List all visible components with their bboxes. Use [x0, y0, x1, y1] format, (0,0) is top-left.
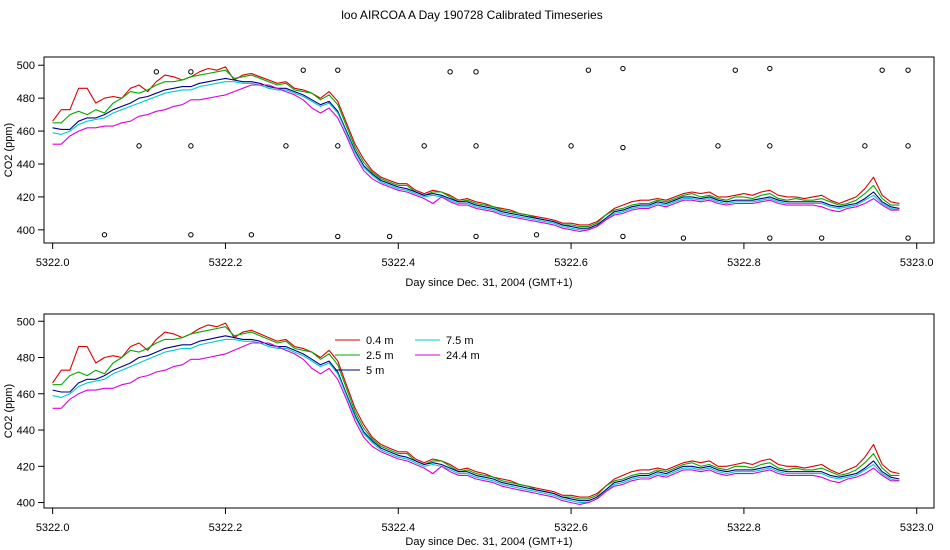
x-tick-label-5322-8: 5322.8 — [727, 257, 761, 269]
x-tick-label-5322-4: 5322.4 — [381, 522, 415, 534]
series-line-2-5m — [52, 326, 900, 500]
y-axis-label-bottom: CO2 (ppm) — [3, 384, 15, 438]
x-tick-label-5322-6: 5322.6 — [554, 522, 588, 534]
x-tick-label-5323-0: 5323.0 — [900, 522, 934, 534]
sample-markers-top — [101, 65, 911, 241]
y-tick-label-480: 480 — [17, 353, 35, 365]
series-line-24-4m — [52, 342, 900, 505]
x-tick-label-5322-0: 5322.0 — [36, 257, 70, 269]
x-tick-label-5322-4: 5322.4 — [381, 257, 415, 269]
x-axis-label-top: Day since Dec. 31, 2004 (GMT+1) — [405, 277, 572, 289]
x-tick-label-5322-2: 5322.2 — [209, 257, 243, 269]
y-tick-label-460: 460 — [17, 126, 35, 138]
sample-marker — [620, 144, 626, 151]
legend-label-24-4m: 24.4 m — [446, 350, 480, 362]
y-tick-label-440: 440 — [17, 425, 35, 437]
y-tick-label-500: 500 — [17, 316, 35, 328]
figure-title: loo AIRCOA A Day 190728 Calibrated Times… — [341, 8, 602, 22]
series-line-0-4m — [52, 322, 900, 498]
sample-marker — [620, 233, 626, 240]
ticks-bottom: 5322.0 5322.2 5322.4 5322.6 5322.8 5323.0 400 4… — [17, 316, 934, 534]
sample-marker — [248, 232, 255, 238]
sample-marker — [680, 235, 687, 241]
y-tick-label-500: 500 — [17, 60, 35, 72]
series-top — [52, 66, 900, 233]
sample-marker — [473, 69, 479, 75]
legend-label-5m: 5 m — [366, 365, 384, 377]
series-line-24-4m — [52, 84, 900, 233]
sample-marker — [136, 143, 142, 149]
series-line-2-5m — [52, 69, 900, 228]
y-axis-label-top: CO2 (ppm) — [3, 123, 15, 177]
plot-frame-bottom — [43, 313, 935, 509]
x-axis-label-bottom: Day since Dec. 31, 2004 (GMT+1) — [405, 536, 572, 548]
sample-marker — [715, 143, 721, 149]
sample-marker — [568, 143, 574, 149]
sample-marker — [101, 232, 108, 238]
series-line-0-4m — [52, 66, 900, 226]
sample-marker — [188, 232, 194, 238]
x-tick-label-5322-8: 5322.8 — [727, 522, 761, 534]
sample-marker — [862, 143, 868, 149]
sample-marker — [335, 67, 341, 73]
x-tick-label-5322-6: 5322.6 — [554, 257, 588, 269]
x-tick-label-5322-0: 5322.0 — [36, 522, 70, 534]
sample-marker — [188, 69, 194, 75]
legend-label-2-5m: 2.5 m — [366, 350, 394, 362]
sample-marker — [335, 143, 341, 149]
x-tick-label-5323-0: 5323.0 — [900, 257, 934, 269]
ticks-top: 5322.0 5322.2 5322.4 5322.6 5322.8 5323.0 400 4… — [17, 60, 934, 269]
y-tick-label-440: 440 — [17, 159, 35, 171]
series-line-7-5m — [52, 81, 900, 231]
sample-marker — [818, 235, 825, 241]
sample-marker — [473, 143, 479, 149]
sample-marker — [905, 143, 911, 149]
sample-marker — [335, 233, 341, 240]
plot-frame-top — [43, 56, 935, 244]
x-tick-label-5322-2: 5322.2 — [209, 522, 243, 534]
sample-marker — [905, 67, 911, 73]
sample-marker — [447, 69, 453, 75]
legend-label-0-4m: 0.4 m — [366, 335, 394, 347]
sample-marker — [585, 67, 592, 73]
sample-marker — [188, 143, 194, 149]
sample-marker — [767, 235, 773, 241]
sample-marker — [905, 235, 911, 241]
y-tick-label-400: 400 — [17, 225, 35, 237]
panel-top: 5322.0 5322.2 5322.4 5322.6 5322.8 5323.0 400 4… — [3, 56, 935, 289]
sample-marker — [767, 65, 773, 72]
y-tick-label-460: 460 — [17, 389, 35, 401]
y-tick-label-400: 400 — [17, 498, 35, 510]
y-tick-label-420: 420 — [17, 192, 35, 204]
sample-marker — [473, 233, 479, 240]
sample-marker — [732, 67, 738, 73]
legend: 0.4 m 2.5 m 5 m 7.5 m 24.4 m — [335, 335, 480, 377]
legend-label-7-5m: 7.5 m — [446, 335, 474, 347]
sample-marker — [533, 232, 540, 238]
series-line-5m — [52, 77, 900, 229]
sample-marker — [386, 233, 393, 240]
y-tick-label-420: 420 — [17, 461, 35, 473]
sample-marker — [421, 143, 427, 149]
series-bottom — [52, 322, 900, 505]
y-tick-label-480: 480 — [17, 93, 35, 105]
series-line-5m — [52, 335, 900, 502]
panel-bottom: 5322.0 5322.2 5322.4 5322.6 5322.8 5323.0 400 4… — [3, 313, 935, 548]
sample-marker — [300, 67, 306, 73]
sample-marker — [879, 67, 885, 73]
sample-marker — [153, 69, 160, 75]
sample-marker — [283, 143, 289, 149]
sample-marker — [767, 143, 773, 149]
sample-marker — [620, 65, 626, 72]
series-line-7-5m — [52, 338, 900, 504]
